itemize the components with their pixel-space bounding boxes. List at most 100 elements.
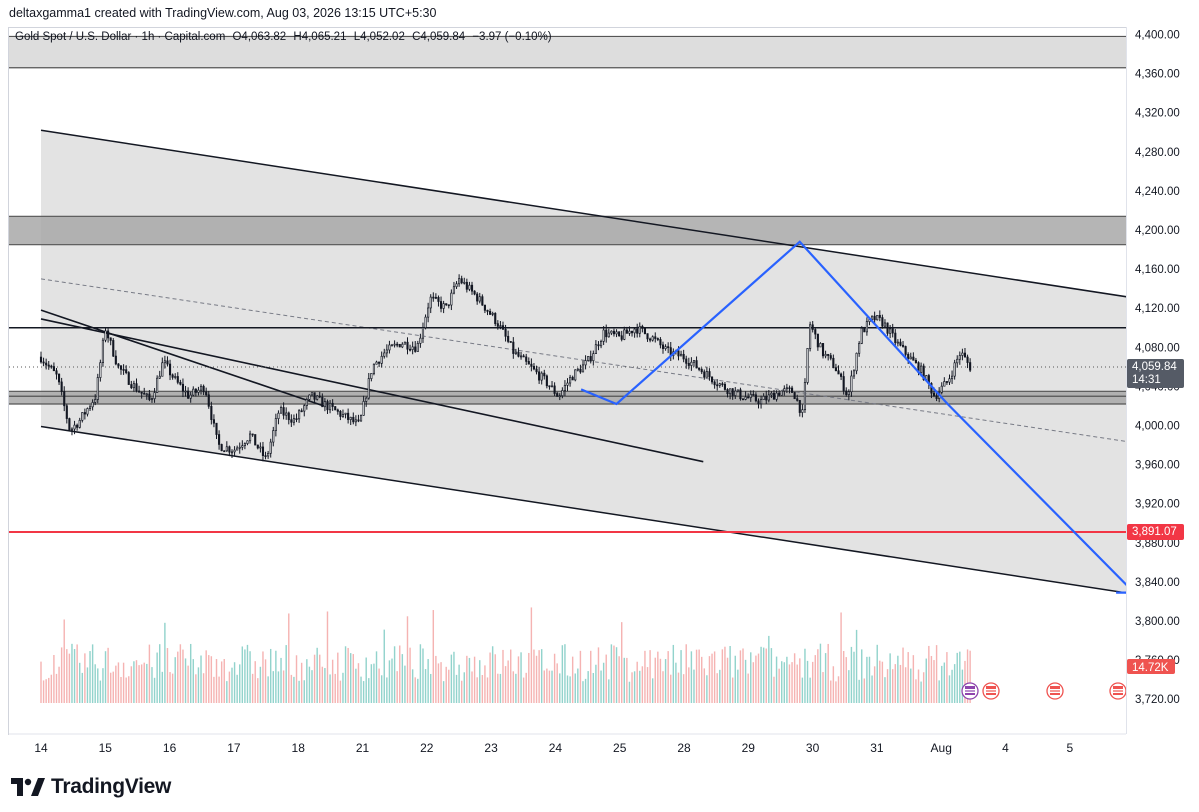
candle xyxy=(99,359,102,382)
candle-body xyxy=(847,391,850,396)
candle-body xyxy=(458,278,461,285)
tradingview-logo[interactable]: TradingView xyxy=(11,775,171,799)
candle xyxy=(254,434,257,446)
candle-body xyxy=(522,355,525,358)
candle-body xyxy=(359,415,363,422)
candle xyxy=(734,387,737,399)
volume-bar xyxy=(494,654,496,703)
candle-body xyxy=(285,412,288,416)
candle-body xyxy=(747,396,750,399)
volume-bar xyxy=(453,651,455,703)
volume-bar xyxy=(298,680,300,703)
candle xyxy=(876,315,879,321)
candle-body xyxy=(70,428,74,431)
candle-body xyxy=(654,336,657,339)
candle-body xyxy=(951,375,954,380)
candle xyxy=(723,381,727,391)
candles xyxy=(39,274,972,462)
volume-bar xyxy=(486,677,489,703)
candle-body xyxy=(375,361,378,365)
candle xyxy=(483,304,486,314)
candle-body xyxy=(78,419,81,428)
volume-bar xyxy=(251,673,254,703)
candle-body xyxy=(772,392,776,400)
volume-bar xyxy=(166,648,169,703)
candle xyxy=(587,355,590,362)
candle-body xyxy=(181,383,185,392)
candle xyxy=(909,352,912,360)
price-tick-label: 4,280.00 xyxy=(1135,147,1180,159)
volume-bar xyxy=(662,671,664,703)
candle xyxy=(494,312,497,327)
volume-bar xyxy=(639,670,641,703)
candle-body xyxy=(427,307,430,318)
volume-bar xyxy=(788,664,791,703)
volume-bar xyxy=(97,668,99,703)
volume-bar xyxy=(473,656,476,703)
volume-bar xyxy=(690,651,693,703)
candle-body xyxy=(625,329,628,334)
volume-bar xyxy=(915,679,917,703)
candle-body xyxy=(656,338,659,340)
candle xyxy=(597,341,600,351)
volume-bar xyxy=(739,650,742,703)
volume-bar xyxy=(257,678,259,703)
candle xyxy=(344,412,347,419)
volume-bar xyxy=(417,678,419,703)
volume-bar xyxy=(458,664,460,703)
volume-bar xyxy=(731,677,734,703)
candle xyxy=(607,328,610,338)
volume-bar xyxy=(192,659,194,703)
candle xyxy=(437,295,440,307)
candle-body xyxy=(649,338,652,341)
candle xyxy=(798,400,801,417)
candle xyxy=(445,303,448,307)
candle-body xyxy=(246,440,249,444)
candle-body xyxy=(248,433,252,442)
candle-body xyxy=(230,451,234,454)
volume-bar xyxy=(368,678,370,703)
candle xyxy=(553,382,556,396)
candle xyxy=(579,364,582,374)
candle-body xyxy=(633,328,636,334)
candle xyxy=(956,355,959,368)
candle xyxy=(465,278,468,293)
volume-bar xyxy=(556,663,558,703)
legend-symbol[interactable]: Gold Spot / U.S. Dollar · 1h · Capital.c… xyxy=(15,31,226,43)
candle xyxy=(824,350,827,359)
candle-body xyxy=(778,392,781,396)
candle xyxy=(571,375,574,381)
price-tick-label: 4,360.00 xyxy=(1135,69,1180,81)
volume-bar xyxy=(179,644,182,703)
time-tick-label: 18 xyxy=(292,741,306,755)
volume-bar xyxy=(959,651,961,703)
candle-body xyxy=(499,325,502,327)
candle xyxy=(744,391,747,401)
zone-2 xyxy=(9,396,1126,404)
candle-body xyxy=(47,364,50,367)
candle-body xyxy=(530,363,533,367)
candle xyxy=(512,337,515,359)
candle-body xyxy=(390,344,394,347)
candle xyxy=(39,351,43,364)
candle xyxy=(656,337,659,342)
candle-body xyxy=(432,296,435,299)
volume-bar xyxy=(460,680,463,703)
volume-bar xyxy=(804,648,806,703)
candle-body xyxy=(961,352,964,356)
volume-bar xyxy=(721,649,724,703)
candle-body xyxy=(194,388,197,393)
candle-body xyxy=(532,366,536,370)
candle-body xyxy=(385,349,388,354)
candle-body xyxy=(726,389,729,395)
candle xyxy=(473,290,476,296)
volume-bar xyxy=(571,656,574,703)
candle xyxy=(698,367,701,372)
price-tick-label: 4,240.00 xyxy=(1135,186,1180,198)
candle xyxy=(52,362,55,372)
candle-body xyxy=(860,327,863,344)
candle xyxy=(780,390,783,396)
candle-body xyxy=(189,394,192,399)
candle-body xyxy=(605,329,608,338)
